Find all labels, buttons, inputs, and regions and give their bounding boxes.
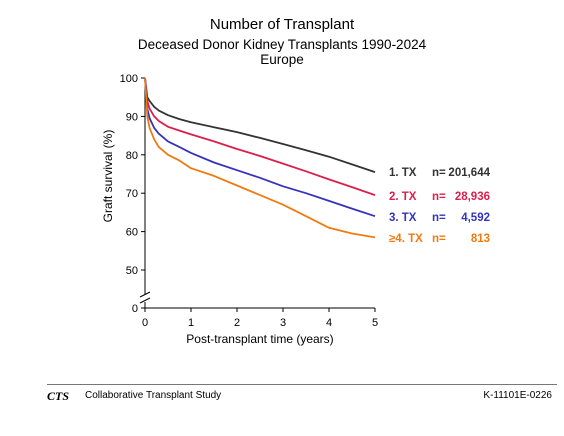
legend-n-label: n=	[432, 212, 446, 224]
legend-n-label: n=	[432, 167, 446, 179]
y-tick-label: 0	[132, 303, 138, 315]
chart-subtitle: Deceased Donor Kidney Transplants 1990-2…	[137, 37, 427, 52]
x-tick-label: 2	[234, 317, 240, 329]
legend-series-name: 3. TX	[389, 212, 417, 224]
legend-series-name: 1. TX	[389, 167, 417, 179]
series-lines	[144, 77, 376, 239]
chart-title: Number of Transplant	[209, 16, 355, 33]
y-tick-label: 100	[120, 73, 138, 85]
legend-n-label: n=	[432, 233, 446, 245]
legend-n-label: n=	[432, 191, 446, 203]
y-tick-label: 60	[126, 227, 138, 239]
axes: 0 50 60 70 80 90 100 0 1 2 3 4 5 Post-transplant time…	[101, 73, 378, 346]
footer-org-name: Collaborative Transplant Study	[85, 390, 222, 401]
y-tick-label: 90	[126, 111, 138, 123]
series-line	[144, 77, 376, 218]
y-axis-label: Graft survival (%)	[101, 130, 115, 223]
series-line	[144, 77, 376, 173]
chart-region: Europe	[260, 52, 304, 67]
x-tick-label: 4	[326, 317, 332, 329]
legend-series-name: 2. TX	[389, 191, 417, 203]
x-axis-label: Post-transplant time (years)	[186, 332, 333, 346]
x-tick-label: 1	[188, 317, 194, 329]
axis-break-mark	[139, 297, 151, 304]
axis-break-mark	[139, 291, 151, 298]
legend-n-value: 4,592	[461, 212, 490, 224]
legend-n-value: 813	[471, 233, 490, 245]
footer-divider	[47, 384, 557, 385]
legend-n-value: 201,644	[448, 167, 490, 179]
x-tick-label: 3	[280, 317, 286, 329]
y-tick-label: 80	[126, 150, 138, 162]
x-tick-label: 5	[372, 317, 378, 329]
legend-n-value: 28,936	[455, 191, 490, 203]
series-line	[144, 77, 376, 239]
cts-logo: CTS	[47, 389, 70, 403]
y-tick-label: 70	[126, 188, 138, 200]
series-line	[144, 77, 376, 196]
footer-code: K-11101E-0226	[483, 390, 552, 401]
y-tick-label: 50	[126, 265, 138, 277]
x-tick-label: 0	[142, 317, 148, 329]
legend-series-name: ≥4. TX	[389, 233, 423, 245]
